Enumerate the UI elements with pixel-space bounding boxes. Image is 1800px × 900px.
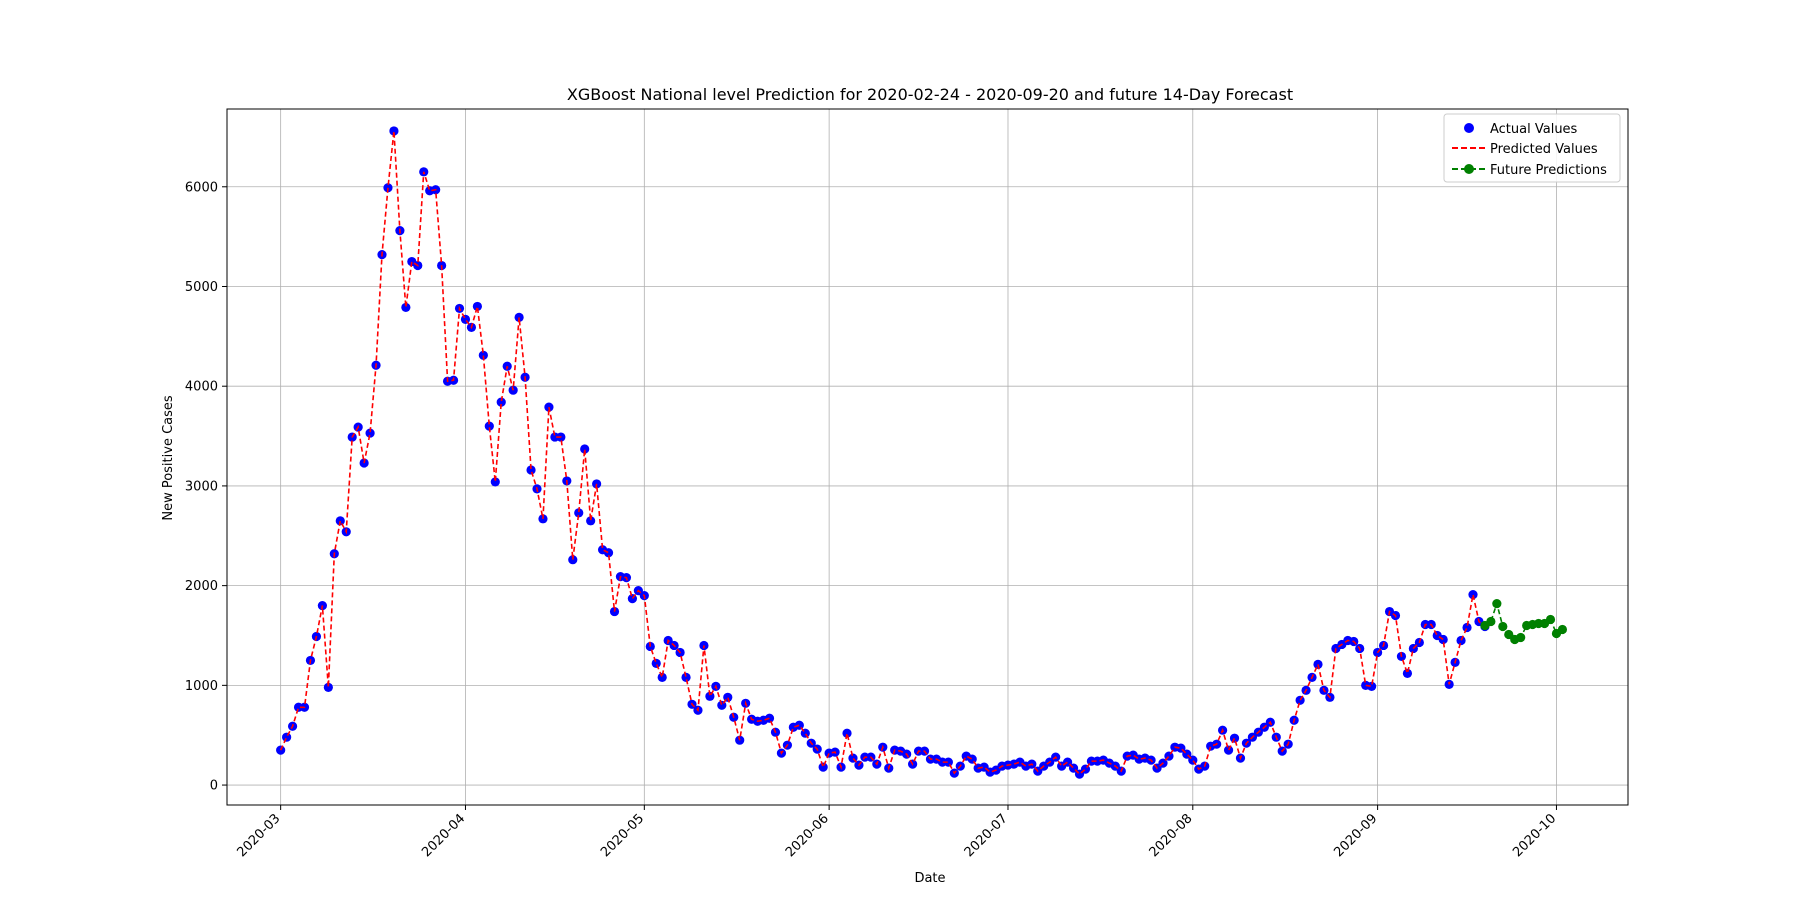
y-tick-label: 0 <box>210 779 218 794</box>
y-tick-label: 4000 <box>185 380 218 395</box>
future-point <box>1545 614 1556 625</box>
actual-point <box>478 350 488 360</box>
actual-point <box>1367 681 1377 691</box>
future-point <box>1516 632 1526 643</box>
actual-point <box>365 428 375 438</box>
actual-point <box>1456 635 1466 646</box>
actual-point <box>580 444 590 454</box>
actual-point <box>842 728 852 738</box>
actual-point <box>967 754 977 764</box>
actual-point <box>383 183 393 193</box>
actual-point <box>323 682 333 692</box>
actual-point <box>681 672 691 682</box>
actual-point <box>401 302 411 313</box>
future-point <box>1492 598 1502 609</box>
y-tick-label: 2000 <box>185 579 218 594</box>
x-axis-label: Date <box>914 871 945 886</box>
predicted-line <box>279 130 1486 776</box>
actual-point <box>282 732 292 742</box>
series-layer <box>276 126 1568 779</box>
legend-label-future: Future Predictions <box>1490 163 1607 178</box>
actual-point <box>603 548 614 558</box>
y-tick-label: 3000 <box>185 479 218 494</box>
actual-point <box>1313 659 1323 670</box>
actual-point <box>1295 695 1305 705</box>
grid <box>227 109 1628 805</box>
chart-title: XGBoost National level Prediction for 20… <box>567 85 1293 104</box>
y-tick-label: 1000 <box>185 679 218 694</box>
actual-point <box>490 477 500 487</box>
actual-point <box>1468 590 1478 600</box>
y-axis-label: New Positive Cases <box>161 395 176 521</box>
actual-point <box>496 397 506 407</box>
actual-point <box>484 421 494 431</box>
actual-point <box>657 672 667 682</box>
legend: Actual Values Predicted Values Future Pr… <box>1443 113 1621 183</box>
actual-point <box>1229 733 1240 743</box>
actual-point <box>335 516 345 526</box>
actual-point <box>276 745 286 755</box>
y-tick-label: 6000 <box>185 180 218 195</box>
legend-marker-future-dot <box>1464 164 1474 174</box>
legend-marker-actual <box>1464 123 1474 133</box>
actual-point <box>389 126 399 136</box>
actual-point <box>818 762 828 772</box>
future-point <box>1486 616 1496 627</box>
actual-point <box>764 713 775 723</box>
actual-point <box>1223 745 1234 755</box>
future-point <box>1498 621 1508 632</box>
future-line <box>1484 600 1563 641</box>
actual-point <box>1402 668 1413 678</box>
actual-point <box>651 658 661 669</box>
legend-box <box>1443 113 1621 183</box>
legend-label-actual: Actual Values <box>1490 122 1578 137</box>
y-axis: 0 1000 2000 3000 4000 5000 6000 <box>185 180 227 794</box>
actual-point <box>943 757 953 767</box>
actual-point <box>568 555 578 565</box>
legend-label-predicted: Predicted Values <box>1490 142 1598 157</box>
y-tick-label: 5000 <box>185 280 218 295</box>
plot-frame <box>226 108 1629 806</box>
actual-point <box>472 301 482 312</box>
actual-point <box>526 465 536 475</box>
future-point <box>1557 624 1568 635</box>
actual-point <box>1462 622 1472 633</box>
actual-point <box>574 508 584 518</box>
actual-point <box>586 516 596 526</box>
